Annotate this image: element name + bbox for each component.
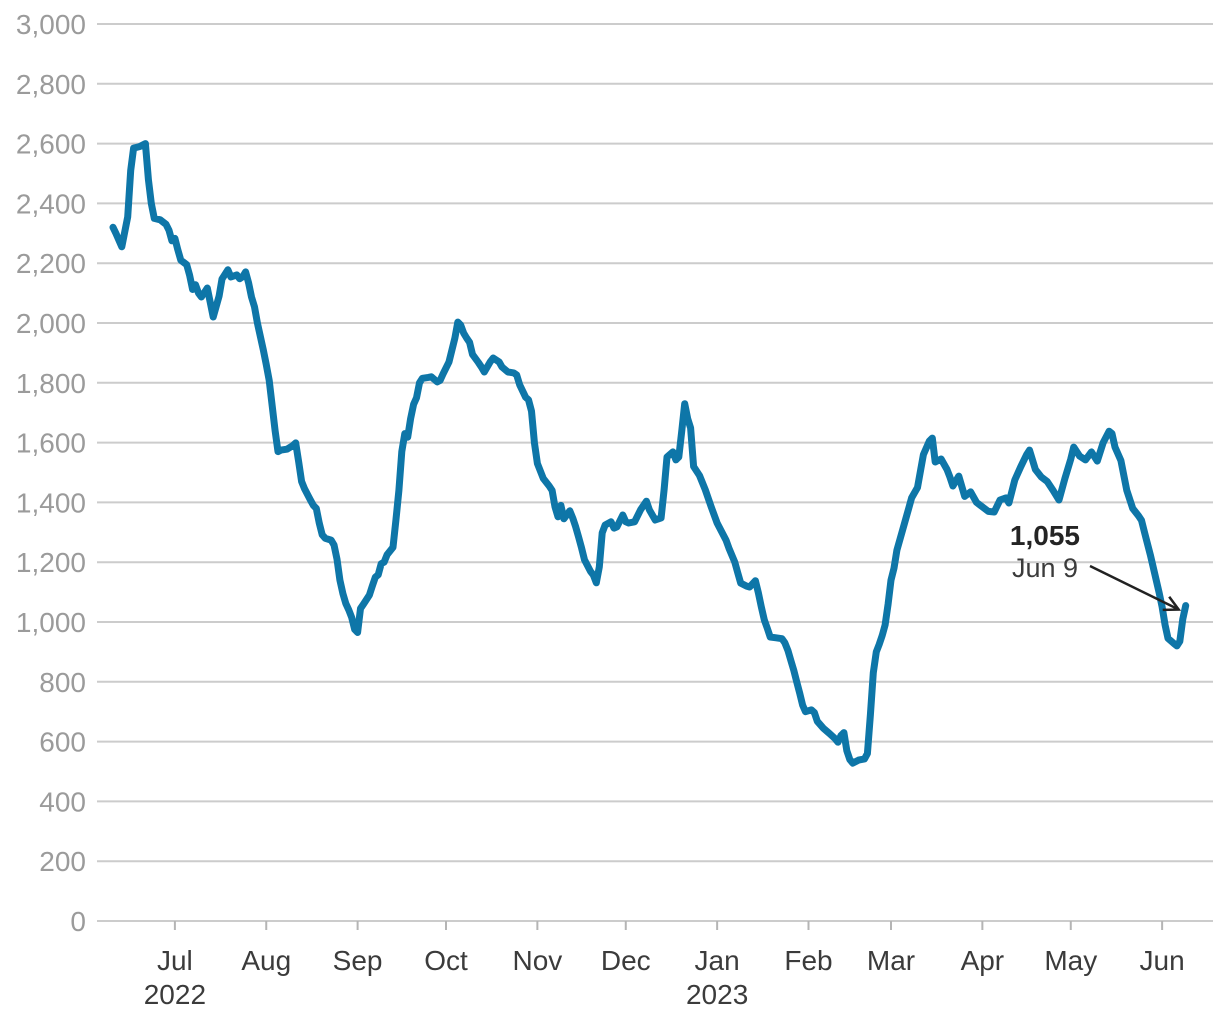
x-tick-label: Nov [512, 945, 562, 976]
x-axis-year-label: 2023 [686, 979, 748, 1010]
y-tick-label: 1,400 [16, 487, 86, 518]
y-tick-label: 2,400 [16, 188, 86, 219]
x-tick-label: Oct [424, 945, 468, 976]
y-axis-labels: 0 200 400 600 800 1,000 1,200 1,400 1,600 1,800 2,… [16, 9, 86, 937]
x-axis-ticks [173, 921, 1164, 930]
y-tick-label: 400 [39, 786, 86, 817]
y-tick-label: 2,800 [16, 69, 86, 100]
x-tick-label: Jan [695, 945, 740, 976]
x-axis-year-label: 2022 [144, 979, 206, 1010]
y-tick-label: 2,600 [16, 129, 86, 160]
x-tick-label: Mar [867, 945, 915, 976]
x-tick-label: Feb [784, 945, 832, 976]
y-tick-label: 1,800 [16, 368, 86, 399]
y-tick-label: 0 [70, 906, 86, 937]
y-tick-label: 1,200 [16, 547, 86, 578]
annotation-value: 1,055 [1010, 520, 1080, 551]
y-tick-label: 800 [39, 667, 86, 698]
annotation-arrow-line [1089, 564, 1180, 611]
y-tick-label: 2,200 [16, 248, 86, 279]
y-tick-label: 600 [39, 727, 86, 758]
y-tick-label: 2,000 [16, 308, 86, 339]
annotation-arrowhead [1162, 595, 1182, 612]
x-tick-label: May [1044, 945, 1097, 976]
annotation-date: Jun 9 [1012, 553, 1078, 583]
y-tick-label: 1,600 [16, 428, 86, 459]
y-tick-label: 1,000 [16, 607, 86, 638]
y-tick-label: 3,000 [16, 9, 86, 40]
x-tick-label: Apr [961, 945, 1005, 976]
y-gridlines [97, 23, 1213, 922]
data-series-line [109, 140, 1190, 767]
y-tick-label: 200 [39, 846, 86, 877]
x-tick-label: Jun [1140, 945, 1185, 976]
x-tick-label: Dec [601, 945, 651, 976]
x-tick-label: Sep [333, 945, 383, 976]
x-tick-label: Jul [157, 945, 193, 976]
x-tick-label: Aug [241, 945, 291, 976]
